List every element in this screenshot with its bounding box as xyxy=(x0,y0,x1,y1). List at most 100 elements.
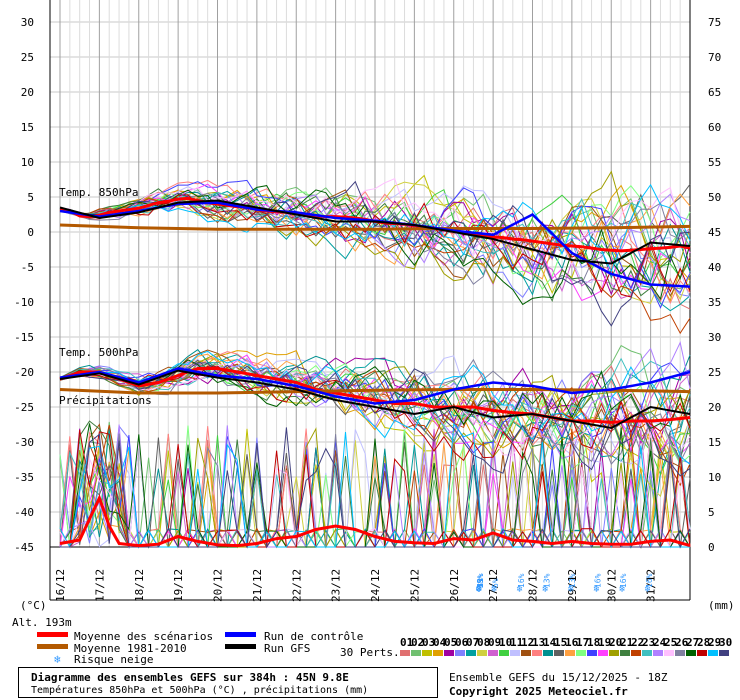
snowflake-icon: ❄ xyxy=(491,584,498,595)
pert-legend-label: 13 xyxy=(532,636,545,649)
date-tick-label: 19/12 xyxy=(172,569,185,602)
pert-legend-swatch xyxy=(411,650,421,656)
right-tick-label: 45 xyxy=(708,226,721,239)
snow-risk-label: 16% xyxy=(645,573,654,588)
pert-legend-swatch xyxy=(488,650,498,656)
pert-legend-label: 18 xyxy=(587,636,600,649)
perturbation-15-t500 xyxy=(59,359,691,461)
legend-snow: Risque neige xyxy=(74,653,153,666)
pert-legend-label: 02 xyxy=(411,636,424,649)
pert-legend-label: 08 xyxy=(477,636,490,649)
date-tick-label: 24/12 xyxy=(369,569,382,602)
right-tick-label: 10 xyxy=(708,471,721,484)
date-tick-label: 22/12 xyxy=(290,569,303,602)
left-tick-label: 30 xyxy=(21,16,34,29)
snow-risk-label: 13% xyxy=(476,573,485,588)
snow-risk-label: 3% xyxy=(476,578,485,588)
legend-swatch-clim xyxy=(37,644,68,649)
pert-legend-label: 04 xyxy=(433,636,447,649)
left-tick-label: -5 xyxy=(21,261,34,274)
right-tick-label: 40 xyxy=(708,261,721,274)
pert-legend-label: 16 xyxy=(565,636,579,649)
date-tick-label: 20/12 xyxy=(212,569,225,602)
snow-risk-label: 13% xyxy=(568,573,577,588)
main-series xyxy=(59,196,691,548)
pert-legend-swatch xyxy=(675,650,685,656)
perturbation-26-t500 xyxy=(59,358,691,465)
pert-legend-label: 05 xyxy=(444,636,457,649)
date-tick-label: 31/12 xyxy=(645,569,658,602)
right-tick-label: 0 xyxy=(708,541,715,554)
pert-legend-swatch xyxy=(543,650,553,656)
copyright: Copyright 2025 Meteociel.fr xyxy=(449,685,628,698)
snow-risk-label: 3% xyxy=(476,578,485,588)
right-unit: (mm) xyxy=(708,599,735,612)
date-tick-label: 21/12 xyxy=(251,569,264,602)
right-tick-label: 5 xyxy=(708,506,715,519)
left-axis-ticks: 30 25 20 15 10 5 0 -5 -10 -15 -20 -25 -30 -35 -40 -45 xyxy=(14,16,34,554)
left-tick-label: 25 xyxy=(21,51,34,64)
legend-swatch-control xyxy=(225,632,256,637)
snow-risk-label: 3% xyxy=(476,578,485,588)
pert-legend-swatch xyxy=(664,650,674,656)
perturbation-28-t850 xyxy=(59,194,691,298)
pert-legend-label: 09 xyxy=(488,636,501,649)
pert-legend-label: 30 xyxy=(719,636,732,649)
pert-legend-label: 01 xyxy=(400,636,414,649)
snowflake-icon: ❄ xyxy=(476,584,483,595)
pert-legend-swatch xyxy=(532,650,542,656)
perts-label: 30 Perts. xyxy=(340,646,400,659)
snow-risk-label: 3% xyxy=(476,578,485,588)
perturbation-30-t850 xyxy=(59,180,691,327)
t500-label: Temp. 500hPa xyxy=(59,346,138,359)
left-tick-label: 20 xyxy=(21,86,34,99)
perturbation-27-t500 xyxy=(59,359,691,430)
pert-legend-swatch xyxy=(609,650,619,656)
pert-legend-label: 20 xyxy=(609,636,622,649)
pert-legend-swatch xyxy=(400,650,410,656)
pert-legend-label: 26 xyxy=(675,636,689,649)
pert-legend-swatch xyxy=(631,650,641,656)
snowflake-icon: ❄ xyxy=(476,584,483,595)
x-axis-ticks: 16/12 17/12 18/12 19/12 20/12 21/12 22/12 23/12… xyxy=(54,569,658,602)
right-tick-label: 65 xyxy=(708,86,721,99)
legend-control: Run de contrôle xyxy=(264,630,363,643)
snowflake-icon: ❄ xyxy=(568,584,575,595)
chart-subtitle: Températures 850hPa et 500hPa (°C) , pré… xyxy=(31,685,369,696)
right-tick-label: 15 xyxy=(708,436,721,449)
pert-legend-label: 23 xyxy=(642,636,655,649)
left-tick-label: -40 xyxy=(14,506,34,519)
perturbation-29-t850 xyxy=(59,183,691,273)
pert-legend-swatch xyxy=(708,650,718,656)
snowflake-icon: ❄ xyxy=(517,584,524,595)
date-tick-label: 23/12 xyxy=(330,569,343,602)
right-tick-label: 30 xyxy=(708,331,721,344)
series-t500-5 xyxy=(59,388,691,395)
right-tick-label: 60 xyxy=(708,121,721,134)
date-tick-label: 30/12 xyxy=(605,569,618,602)
run-info: Ensemble GEFS du 15/12/2025 - 18Z xyxy=(449,671,668,684)
right-tick-label: 50 xyxy=(708,191,721,204)
perturbation-25-t850 xyxy=(59,178,691,267)
left-tick-label: -20 xyxy=(14,366,34,379)
snowflake-icon: ❄ xyxy=(542,584,549,595)
date-tick-label: 29/12 xyxy=(566,569,579,602)
pert-legend-label: 15 xyxy=(554,636,567,649)
altitude-label: Alt. 193m xyxy=(12,616,72,629)
perturbation-23-t500 xyxy=(59,357,691,443)
right-tick-label: 25 xyxy=(708,366,721,379)
pert-legend-swatch xyxy=(510,650,520,656)
snowflake-icon: ❄ xyxy=(476,584,483,595)
legend-swatch-mean xyxy=(37,632,68,637)
snowflake-icon: ❄ xyxy=(619,584,626,595)
pert-legend-swatch xyxy=(576,650,586,656)
snowflake-icon: ❄ xyxy=(476,584,483,595)
pert-legend-swatch xyxy=(642,650,652,656)
pert-legend-label: 10 xyxy=(499,636,512,649)
date-tick-label: 18/12 xyxy=(133,569,146,602)
legend-mean: Moyenne des scénarios xyxy=(74,630,213,643)
right-tick-label: 75 xyxy=(708,16,721,29)
left-tick-label: 0 xyxy=(27,226,34,239)
